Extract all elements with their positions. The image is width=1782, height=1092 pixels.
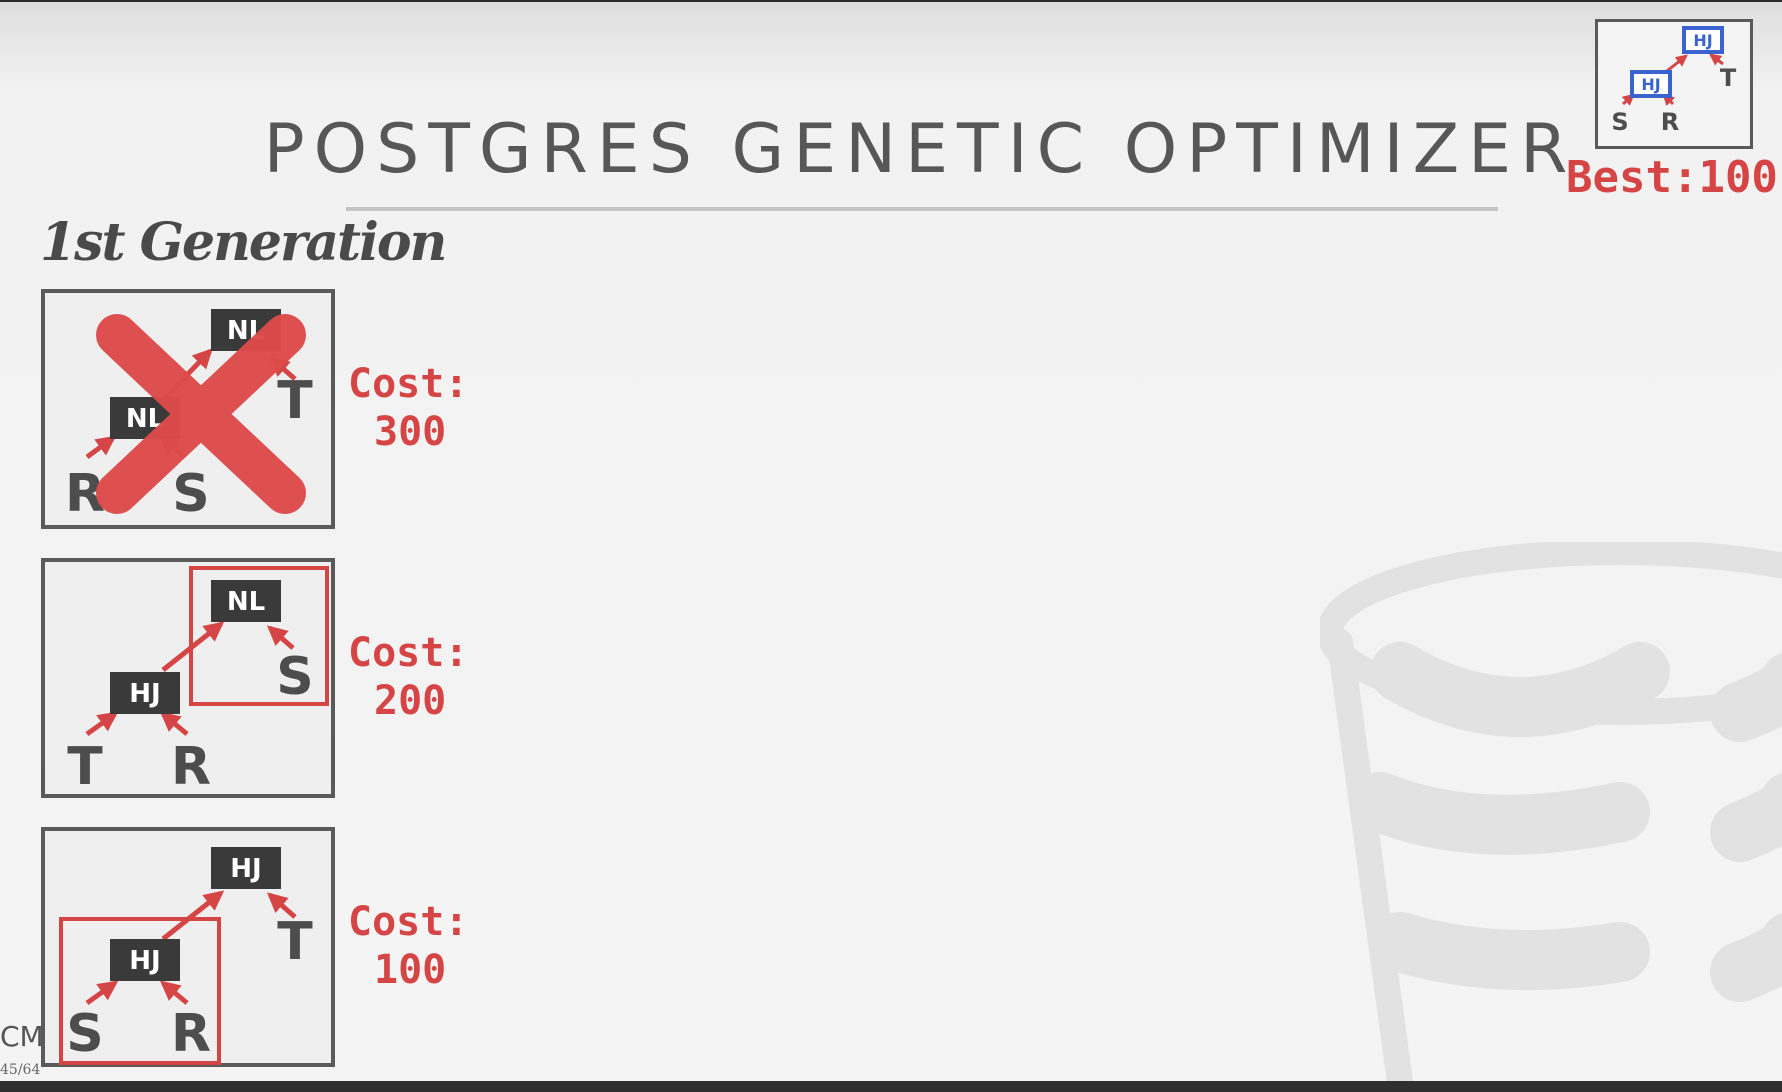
- plan3-leaf-r: R: [171, 1004, 211, 1064]
- plan-card-2: NL HJ T R S: [41, 558, 335, 798]
- plan2-cost-value: 200: [374, 678, 447, 724]
- plan3-root-node: [211, 847, 281, 889]
- best-root-node: [1682, 26, 1724, 54]
- plan2-root-node: [211, 580, 281, 622]
- best-leaf-s: S: [1611, 108, 1628, 136]
- database-logo-icon: [1320, 542, 1782, 1081]
- plan3-leaf-t: T: [277, 912, 313, 972]
- plan3-child-node: [110, 939, 180, 981]
- generation-subtitle: 1st Generation: [40, 212, 447, 273]
- plan-card-1: NL NL R S T: [41, 289, 335, 529]
- best-child-label: HJ: [1641, 75, 1660, 94]
- plan1-cost-value: 300: [374, 409, 447, 455]
- footer-logo-text: CM: [0, 1020, 44, 1053]
- plan3-cost: Cost: 100: [348, 898, 468, 994]
- best-plan-thumbnail: HJ HJ S R T: [1595, 19, 1753, 149]
- plan1-cost-label: Cost:: [348, 361, 469, 407]
- plan1-cost: Cost: 300: [348, 360, 468, 456]
- slide-title: POSTGRES GENETIC OPTIMIZER: [263, 110, 1577, 189]
- best-cost: Best:100: [1566, 152, 1778, 203]
- plan3-highlight-box: [59, 917, 221, 1065]
- bottom-bar: [0, 1081, 1782, 1092]
- plan3-child-label: HJ: [129, 946, 160, 976]
- plan1-leaf-s: S: [172, 464, 209, 524]
- plan2-leaf-r: R: [171, 737, 211, 797]
- plan2-cost: Cost: 200: [348, 629, 468, 725]
- rejected-x-icon: [96, 314, 306, 514]
- plan2-leaf-t: T: [67, 737, 103, 797]
- plan2-child-label: HJ: [129, 679, 160, 709]
- plan2-cost-label: Cost:: [348, 630, 469, 676]
- plan2-root-label: NL: [227, 587, 265, 617]
- plan1-leaf-t: T: [277, 371, 313, 431]
- plan2-child-node: [110, 672, 180, 714]
- best-child-node: [1630, 70, 1672, 98]
- best-leaf-r: R: [1661, 108, 1679, 136]
- plan2-leaf-s: S: [276, 647, 313, 707]
- plan-card-3: HJ HJ S R T: [41, 827, 335, 1067]
- best-leaf-t: T: [1720, 64, 1737, 92]
- plan2-highlight-box: [189, 566, 329, 706]
- best-plan-tree: HJ HJ S R T: [1611, 26, 1737, 136]
- title-divider: [346, 207, 1498, 211]
- plan3-cost-value: 100: [374, 947, 447, 993]
- footer-page-number: 45/64: [0, 1062, 41, 1078]
- plan3-leaf-s: S: [66, 1004, 103, 1064]
- best-root-label: HJ: [1693, 31, 1712, 50]
- plan3-cost-label: Cost:: [348, 899, 469, 945]
- plan3-root-label: HJ: [230, 854, 261, 884]
